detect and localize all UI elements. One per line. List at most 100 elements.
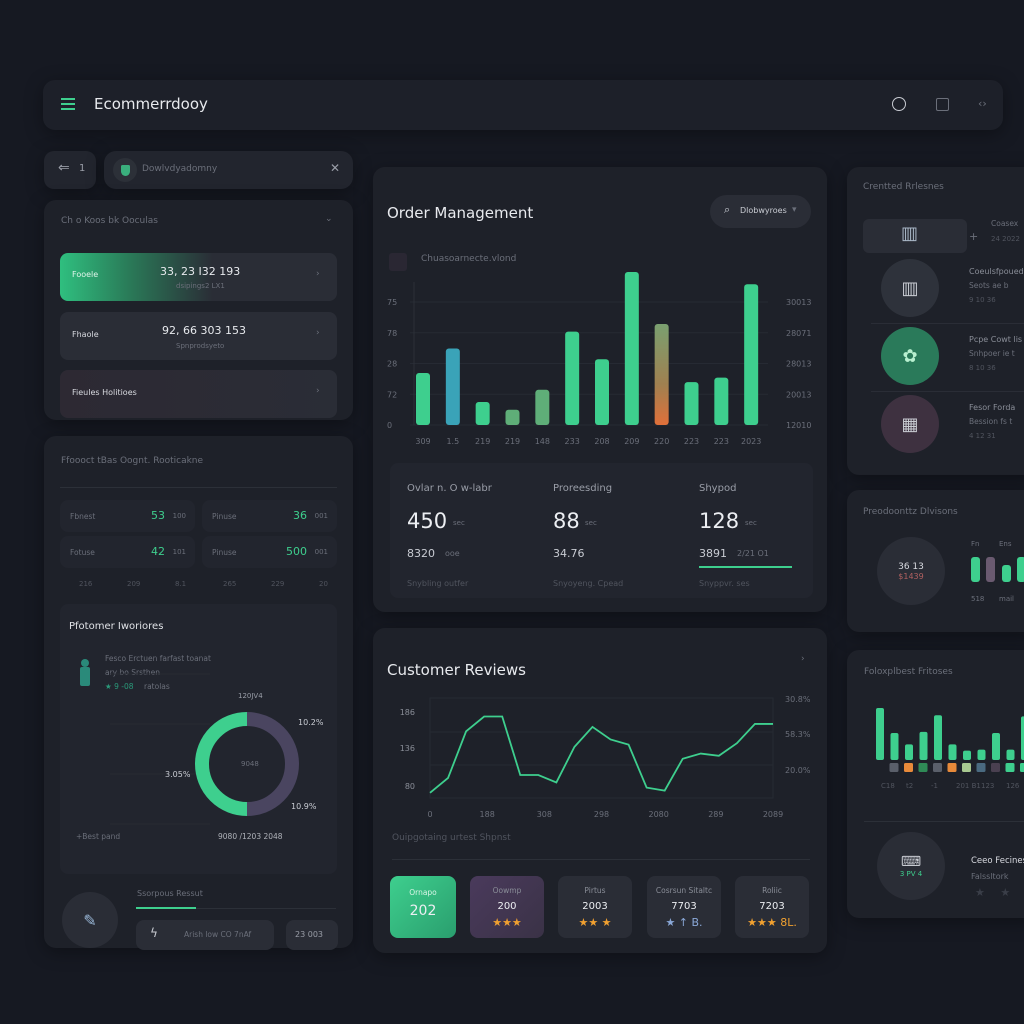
stat-value: 42 [151, 545, 165, 558]
x-tick-label: 123 [981, 782, 994, 790]
donut-label: 120JV4 [238, 692, 263, 700]
timer-icon[interactable] [892, 97, 906, 111]
summary-foot: Snyoyeng. Cpead [553, 579, 624, 588]
card-label: Oowmp [492, 886, 522, 895]
tab-track [136, 908, 336, 909]
chevron-right-icon: › [316, 269, 320, 279]
y-tick-label: 78 [387, 329, 397, 338]
x-tick-label: C18 [881, 782, 895, 790]
x-tick-label: 208 [594, 437, 609, 446]
chevron-down-icon[interactable]: ⌄ [325, 214, 333, 224]
legend-swatch [389, 253, 407, 271]
star-rating: ★★ ★ [578, 916, 612, 929]
person-icon [80, 659, 90, 686]
order-item[interactable]: Fhaole 92, 66 303 153 Spnprodsyeto › [60, 312, 337, 360]
review-card[interactable]: Ornapo 202 [390, 876, 456, 938]
order-item[interactable]: Fooele 33, 23 I32 193 dsipings2 LX1 › [60, 253, 337, 301]
stat-unit: 100 [172, 512, 186, 520]
list-item-icon[interactable]: ✿ [881, 327, 939, 385]
bar [445, 348, 460, 425]
search-icon: ⌕ [724, 203, 731, 216]
review-card[interactable]: Pirtus 2003 ★★ ★ [558, 876, 632, 938]
item-title: Fesor Forda [969, 403, 1016, 412]
rating-label: ratolas [144, 682, 170, 691]
panel-title: Crentted Rrlesnes [863, 182, 944, 192]
review-card[interactable]: Cosrsun Sitaltc 7703 ★ ↑ B. [647, 876, 721, 938]
stat-cell: Fbnest 53 100 [60, 500, 195, 532]
donut-label: 10.2% [298, 718, 324, 727]
summary-unit: sec [453, 519, 465, 527]
x-tick-label: t2 [906, 782, 913, 790]
recent-panel: Crentted Rrlesnes ▥ + Coasex 24 2022 ▥ Coeuls… [847, 167, 1024, 475]
calendar-icon[interactable] [936, 98, 949, 111]
x-tick-label: -1 [931, 782, 938, 790]
donut-label: 10.9% [291, 802, 317, 811]
y-tick-label: 28 [387, 360, 397, 369]
mini-bar [971, 557, 980, 582]
y-tick-label-right: 28071 [786, 329, 811, 338]
item-sub: Snhpoer ie t [969, 349, 1015, 358]
bar-chart-icon-tab[interactable]: ▥ [863, 219, 967, 253]
action-button[interactable]: ϟ Arish low CO 7nAf [136, 920, 274, 950]
chevron-right-icon[interactable]: › [801, 654, 805, 664]
list-item-icon[interactable]: ▥ [881, 259, 939, 317]
order-item[interactable]: Fieules Holitioes › [60, 370, 337, 418]
divider [60, 487, 337, 488]
review-card[interactable]: Roliic 7203 ★★★ 8L. [735, 876, 809, 938]
summary-label: Shypod [699, 483, 737, 494]
list-item-icon[interactable]: ▦ [881, 395, 939, 453]
order-management-panel: Order Management ⌕ Dlobwyroes ▾ Chuasoar… [373, 167, 827, 612]
stat-cell: Fotuse 42 101 [60, 536, 195, 568]
avatar-text: 3 PV 4 [899, 870, 923, 878]
close-icon[interactable]: ✕ [330, 161, 341, 175]
customer-text: ary bo Srsthen [105, 668, 161, 677]
axis-label: 8.1 [175, 580, 187, 588]
panel-title: Order Management [387, 204, 534, 222]
bar [890, 732, 899, 760]
bar [934, 715, 942, 760]
filter-dropdown[interactable]: ⌕ Dlobwyroes ▾ [710, 195, 811, 228]
top-bar: Ecommerrdooy ‹› [43, 80, 1003, 130]
donut-slice [195, 712, 248, 816]
stat-unit: 001 [314, 512, 328, 520]
back-button[interactable]: ⇐ 1 [44, 151, 96, 189]
bar [714, 377, 729, 425]
bar [948, 744, 957, 760]
reviews-line-chart: 80 136 186 20.0% 58.3% 30.8% 0 188 308 298 2080 289… [400, 695, 811, 819]
card-value: 2003 [582, 901, 608, 912]
expand-icon[interactable]: ‹› [978, 97, 987, 110]
mini-bar [986, 557, 995, 582]
tab-label[interactable]: Ssorpous Ressut [137, 889, 203, 898]
feature-sub: Falssltork [971, 872, 1009, 881]
customer-reviews-panel: Customer Reviews › 80 136 186 20.0% 58.3% 30.… [373, 628, 827, 953]
axis-label: 209 [127, 580, 141, 588]
axis-label: 229 [271, 580, 285, 588]
mini-bar [1002, 565, 1011, 582]
x-tick-label: 188 [480, 810, 495, 819]
axis-label: 20 [319, 580, 328, 588]
item-title: Coasex [991, 219, 1019, 228]
summary-sub-unit: ooe [445, 549, 460, 558]
x-tick-label: 233 [565, 437, 580, 446]
app-title: Ecommerrdooy [94, 95, 208, 113]
search-input[interactable]: Dowlvdyadomny [142, 164, 218, 174]
menu-icon[interactable] [61, 98, 75, 110]
legend-marker [962, 763, 971, 772]
stat-value: 53 [151, 509, 165, 522]
stat-label: Fbnest [70, 512, 96, 521]
item-label: Fhaole [72, 330, 99, 339]
item-title: Pcpe Cowt lis [969, 335, 1023, 344]
stat-value: 36 [293, 509, 307, 522]
edit-button[interactable]: ✎ [62, 892, 118, 948]
chevron-down-icon: ▾ [792, 205, 797, 215]
search-bar[interactable]: Dowlvdyadomny ✕ [104, 151, 353, 189]
stat-cell: Pinuse 500 001 [202, 536, 337, 568]
chevron-right-icon: › [316, 328, 320, 338]
x-tick-label: 2089 [763, 810, 783, 819]
divider [871, 323, 1024, 324]
chart-caption: Ouipgotaing urtest Shpnst [392, 833, 511, 843]
review-card[interactable]: Oowmp 200 ★★★ [470, 876, 544, 938]
plus-icon[interactable]: + [969, 230, 979, 243]
shipped-progress [699, 566, 792, 568]
card-value: 202 [409, 903, 437, 919]
